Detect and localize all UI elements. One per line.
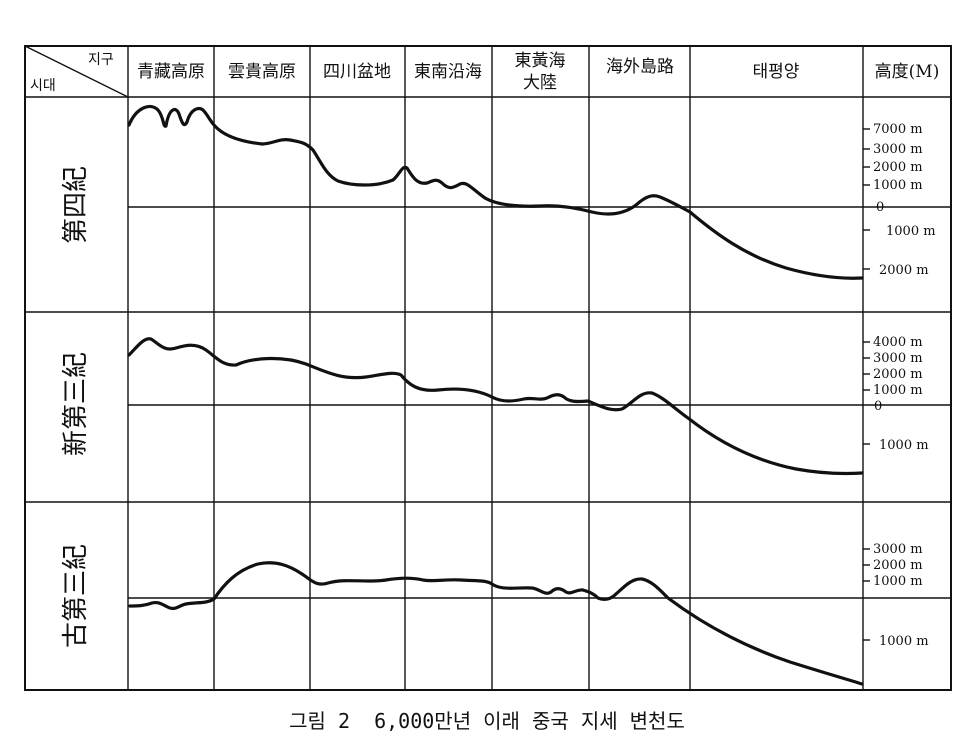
profile-paleogene [128, 561, 864, 686]
diagram-grid [24, 45, 952, 691]
region-header-pacific: 태평양 [753, 62, 800, 82]
region-header-southeast-coast: 東南沿海 [414, 62, 482, 82]
era-label-neogene: 新第三紀 [61, 352, 91, 456]
scale-label-n-2000: 2000 m [873, 367, 923, 382]
era-label-quaternary: 第四紀 [61, 166, 91, 244]
scale-label-q-minus-1000: 1000 m [886, 224, 936, 239]
scale-label-p-2000: 2000 m [873, 558, 923, 573]
era-label-paleogene: 古第三紀 [61, 544, 91, 648]
profile-neogene [127, 337, 864, 476]
scale-label-q-1000: 1000 m [873, 178, 923, 193]
region-header-yungui: 雲貴高原 [228, 62, 296, 82]
scale-label-p-1000: 1000 m [873, 574, 923, 589]
scale-label-p-3000: 3000 m [873, 542, 923, 557]
scale-label-q-minus-2000: 2000 m [879, 263, 929, 278]
era-labels: 第四紀 新第三紀 古第三紀 [61, 166, 91, 648]
height-scale-paleogene: 3000 m 2000 m 1000 m 1000 m [863, 542, 929, 649]
region-header-sichuan: 四川盆地 [323, 62, 391, 82]
region-header-east-yellow-sea: 東黃海 [515, 51, 566, 71]
scale-label-n-4000: 4000 m [873, 335, 923, 350]
scale-label-q-3000: 3000 m [873, 142, 923, 157]
height-scale-quaternary: 7000 m 3000 m 2000 m 1000 m 0 1000 m 200… [863, 122, 936, 278]
height-column-header: 高度(M) [875, 62, 940, 82]
scale-label-q-zero: 0 [876, 200, 884, 215]
scale-label-q-7000: 7000 m [873, 122, 923, 137]
figure-caption: 그림 2 6,000만년 이래 중국 지세 변천도 [289, 709, 685, 733]
region-header-continent: 大陸 [523, 73, 557, 93]
region-headers: 青藏高原 雲貴高原 四川盆地 東南沿海 東黃海 大陸 海外島路 태평양 高度(M… [137, 51, 939, 93]
height-scale-neogene: 4000 m 3000 m 2000 m 1000 m 0 1000 m [863, 335, 929, 453]
scale-label-n-1000: 1000 m [873, 383, 923, 398]
region-header-qinghai-tibet: 青藏高原 [137, 62, 205, 82]
profile-quaternary [127, 104, 864, 280]
scale-label-q-2000: 2000 m [873, 160, 923, 175]
corner-era-label: 시대 [30, 78, 56, 94]
corner-region-label: 지구 [88, 52, 114, 68]
scale-label-n-zero: 0 [874, 399, 882, 414]
region-header-overseas-islands: 海外島路 [606, 57, 674, 77]
scale-label-n-minus-1000: 1000 m [879, 438, 929, 453]
scale-label-n-3000: 3000 m [873, 351, 923, 366]
scale-label-p-minus-1000: 1000 m [879, 634, 929, 649]
